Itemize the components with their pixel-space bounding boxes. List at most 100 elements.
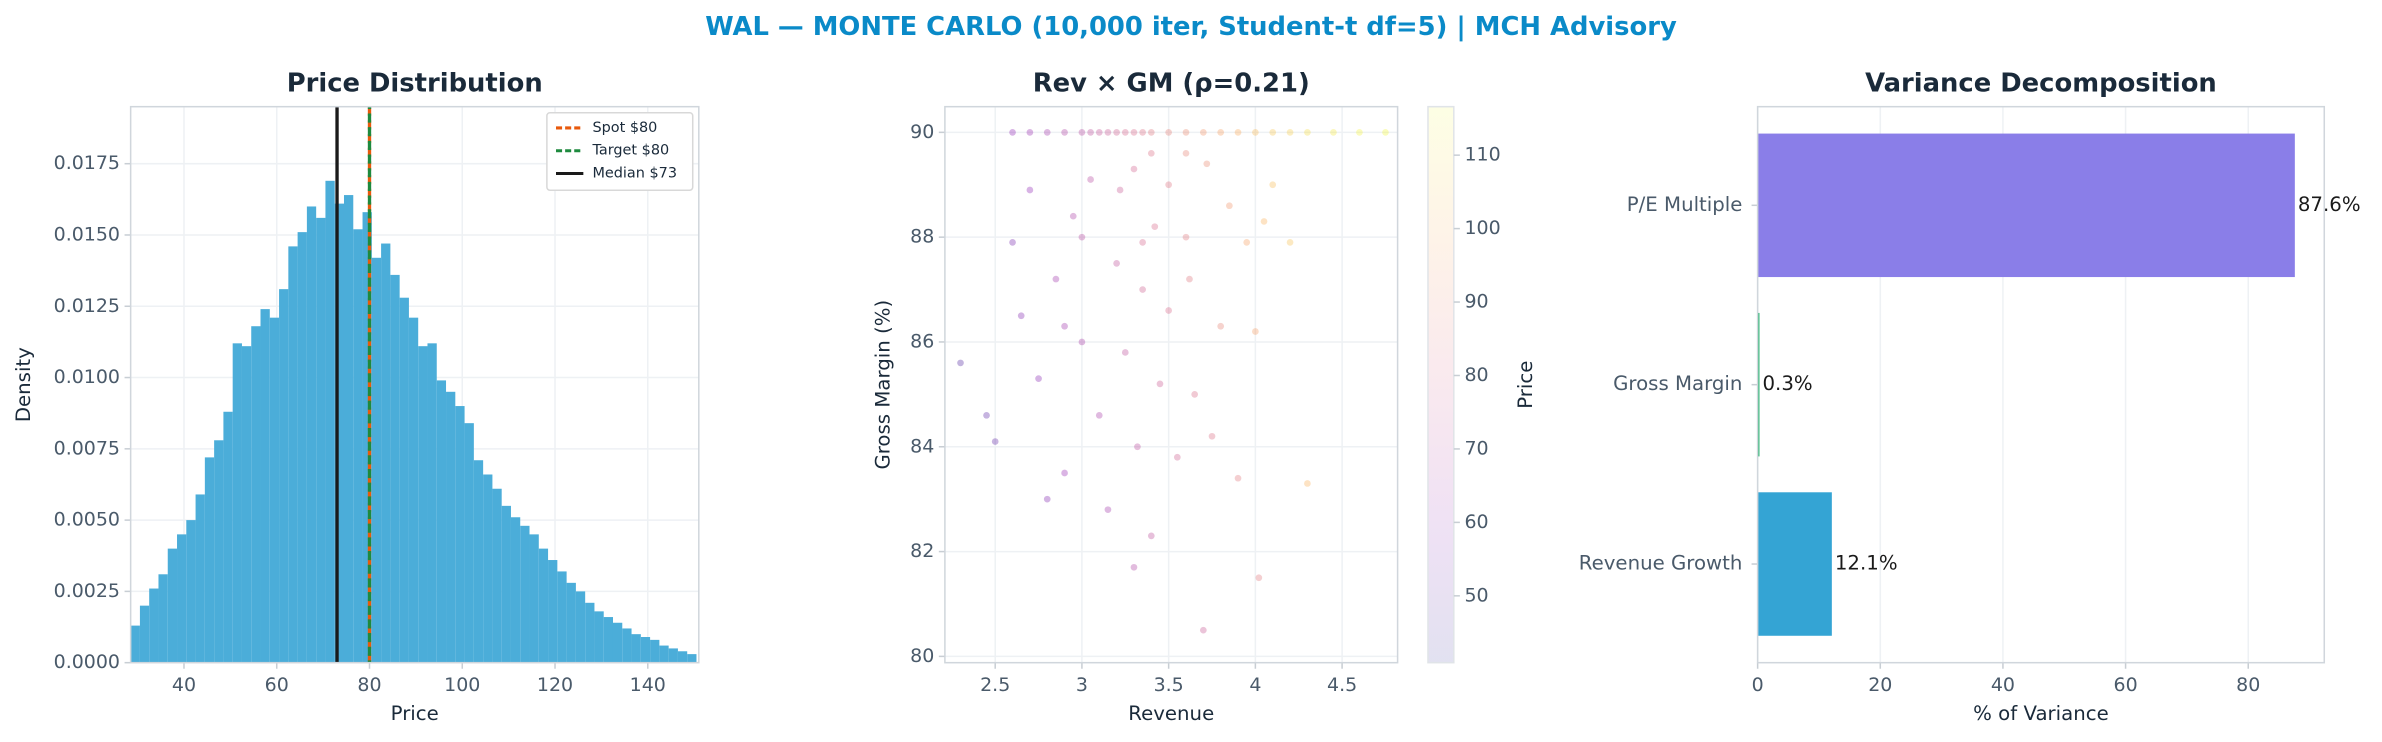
scatter-point — [1252, 129, 1259, 136]
histogram-bar — [167, 548, 178, 663]
x-tick-label: 100 — [444, 674, 480, 696]
scatter-point — [1113, 129, 1120, 136]
histogram-bar — [371, 257, 382, 663]
histogram-bar — [381, 243, 391, 663]
axes-frame — [129, 105, 700, 664]
scatter-point — [1286, 129, 1294, 136]
histogram-bar — [455, 406, 465, 663]
scatter-point — [991, 438, 999, 445]
scatter-point — [1087, 129, 1094, 136]
legend-box — [546, 111, 694, 191]
x-axis-label: Revenue — [1128, 702, 1214, 725]
value-label: 0.3% — [1763, 372, 1813, 395]
x-tick-label: 120 — [537, 674, 573, 696]
histogram-bar — [510, 517, 521, 663]
histogram-bar — [214, 440, 224, 663]
scatter-point — [1026, 129, 1034, 136]
y-tick-label: 0.0150 — [54, 223, 120, 245]
scatter-point — [1382, 129, 1389, 136]
x-tick-label: 4.5 — [1327, 674, 1357, 696]
y-tick-label: 0.0125 — [54, 295, 120, 317]
scatter-point — [1304, 129, 1311, 136]
scatter-point — [1156, 380, 1164, 388]
scatter-point — [1165, 181, 1172, 189]
scatter-point — [1121, 349, 1129, 356]
y-axis-label: Density — [12, 347, 35, 422]
histogram-bar — [195, 494, 205, 663]
histogram-bar — [483, 474, 493, 663]
scatter-point — [1130, 563, 1138, 571]
y-tick-label: 0.0050 — [54, 509, 120, 531]
scatter-point — [1130, 129, 1138, 136]
legend-label: Median $73 — [592, 166, 677, 182]
x-tick-label: 20 — [1868, 674, 1892, 696]
plot-area — [944, 106, 1398, 663]
colorbar-tick-label: 50 — [1464, 584, 1488, 606]
scatter-point — [1217, 129, 1225, 136]
y-tick-label: Gross Margin — [1613, 372, 1742, 395]
scatter-point — [1199, 626, 1207, 634]
scatter-point — [1061, 322, 1068, 330]
histogram-bar — [204, 457, 215, 663]
scatter-point — [1173, 453, 1181, 461]
legend-label: Spot $80 — [592, 120, 657, 136]
histogram-bar — [399, 297, 409, 663]
scatter-point — [1165, 129, 1172, 136]
y-tick-label: 90 — [910, 121, 934, 143]
scatter-point — [1243, 239, 1251, 246]
histogram-bar — [130, 625, 140, 663]
scatter-point — [1009, 129, 1016, 136]
scatter-point — [1260, 218, 1268, 225]
scatter-point — [1147, 532, 1155, 540]
scatter-point — [1304, 480, 1311, 487]
histogram-bar — [622, 628, 632, 663]
histogram-bar — [260, 309, 270, 663]
x-tick-label: 40 — [172, 674, 196, 696]
y-tick-label: 82 — [910, 540, 934, 562]
histogram-bar — [548, 560, 558, 663]
y-tick-label: 0.0075 — [54, 437, 120, 459]
x-tick-label: 0 — [1752, 674, 1764, 696]
scatter-point — [1252, 328, 1259, 335]
scatter-point — [1199, 129, 1207, 136]
histogram-bar — [343, 195, 354, 663]
y-tick-label: 0.0100 — [54, 366, 120, 388]
histogram-bar — [585, 602, 595, 663]
y-tick-label: P/E Multiple — [1627, 193, 1743, 216]
axes-frame — [1756, 105, 2326, 664]
y-tick-label: 88 — [910, 226, 934, 248]
x-axis-label: Price — [391, 702, 439, 725]
y-axis-label: Gross Margin (%) — [872, 300, 895, 470]
histogram-bar — [659, 645, 669, 663]
scatter-point — [1182, 149, 1190, 157]
histogram-bar — [473, 460, 484, 663]
histogram-bar — [418, 346, 428, 663]
histogram-bar — [139, 605, 150, 663]
scatter-point — [1104, 506, 1112, 513]
histogram-bar — [149, 588, 159, 663]
scatter-point — [1026, 186, 1034, 194]
histogram-bar — [269, 317, 280, 663]
histogram-bar — [501, 505, 511, 663]
scatter-point — [1208, 432, 1216, 440]
histogram-bar — [492, 488, 502, 663]
y-tick-label: 0.0025 — [54, 580, 120, 602]
x-axis-label: % of Variance — [1973, 702, 2109, 725]
colorbar — [1427, 105, 1455, 664]
scatter-point — [1217, 322, 1225, 330]
histogram-bar — [594, 611, 604, 663]
histogram-bar — [575, 591, 586, 663]
scatter-point — [1095, 129, 1103, 136]
histogram-bar — [223, 411, 233, 663]
histogram-bar — [464, 423, 474, 663]
scatter-point — [1186, 275, 1193, 283]
scatter-point — [1191, 391, 1199, 398]
colorbar-tick-label: 60 — [1464, 511, 1488, 533]
scatter-point — [957, 359, 964, 367]
histogram-bar — [251, 326, 261, 663]
colorbar-tick-label: 80 — [1464, 364, 1488, 386]
scatter-point — [1139, 129, 1146, 136]
scatter-point — [1035, 375, 1042, 382]
x-tick-label: 40 — [1991, 674, 2015, 696]
value-label: 87.6% — [2298, 193, 2361, 216]
